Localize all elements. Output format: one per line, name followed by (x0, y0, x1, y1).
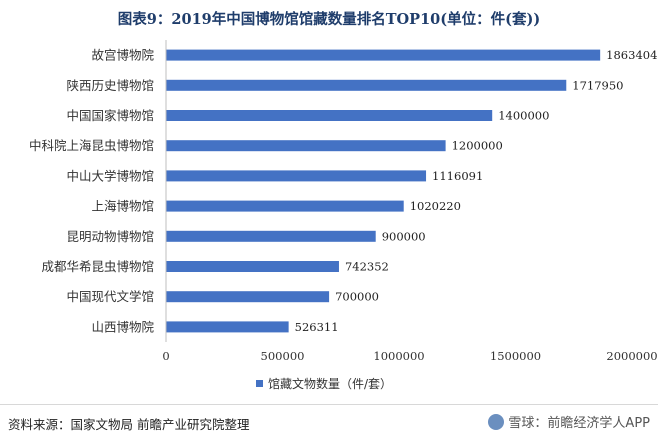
bars (166, 49, 601, 333)
category-label: 中国国家博物馆 (66, 108, 154, 123)
bar (166, 261, 339, 272)
category-label: 昆明动物博物馆 (66, 229, 154, 244)
watermark-text: 雪球：前瞻经济学人APP (508, 416, 650, 431)
value-label: 1863404 (606, 48, 657, 62)
value-label: 526311 (295, 320, 339, 334)
category-label: 故宫博物院 (91, 48, 154, 63)
legend-label: 馆藏文物数量（件/套） (268, 376, 392, 391)
x-tick-label: 1500000 (490, 349, 541, 363)
category-labels: 故宫博物院陕西历史博物馆中国国家博物馆中科院上海昆虫博物馆中山大学博物馆上海博物… (29, 48, 155, 335)
value-label: 742352 (345, 260, 389, 274)
value-label: 700000 (335, 290, 379, 304)
bar (166, 170, 427, 182)
value-label: 1116091 (432, 169, 483, 183)
legend: 馆藏文物数量（件/套） (256, 376, 392, 391)
snowball-logo-icon (488, 413, 505, 430)
category-label: 山西博物院 (91, 319, 154, 334)
footer-divider (0, 404, 658, 405)
bar (166, 291, 330, 303)
category-label: 中国现代文学馆 (66, 289, 154, 304)
value-label: 900000 (382, 229, 426, 243)
bar (166, 230, 376, 242)
bar (166, 110, 493, 121)
category-label: 成都华希昆虫博物馆 (41, 259, 154, 274)
value-label: 1400000 (498, 109, 549, 123)
value-label: 1020220 (410, 199, 461, 213)
bar (166, 49, 601, 61)
value-label: 1717950 (572, 78, 623, 92)
legend-swatch (256, 380, 263, 387)
bar (166, 321, 289, 333)
x-tick-label: 1000000 (373, 349, 424, 363)
value-label: 1200000 (452, 139, 503, 153)
x-axis-ticks: 0 500000 1000000 1500000 2000000 (162, 349, 657, 363)
bar (166, 79, 567, 91)
x-tick-label: 500000 (261, 349, 305, 363)
value-labels: 1863404 1717950 1400000 1200000 1116091 10202… (295, 48, 658, 334)
bar (166, 140, 446, 152)
source-note: 资料来源：国家文物局 前瞻产业研究院整理 (8, 417, 250, 432)
chart-title: 图表9：2019年中国博物馆馆藏数量排名TOP10(单位：件(套)) (117, 11, 541, 28)
bar (166, 200, 404, 212)
bar-chart: 故宫博物院陕西历史博物馆中国国家博物馆中科院上海昆虫博物馆中山大学博物馆上海博物… (29, 40, 658, 391)
category-label: 陕西历史博物馆 (66, 78, 154, 93)
x-tick-label: 0 (162, 349, 169, 363)
watermark: 雪球：前瞻经济学人APP (488, 412, 650, 431)
category-label: 中山大学博物馆 (66, 168, 154, 183)
x-tick-label: 2000000 (606, 349, 657, 363)
category-label: 中科院上海昆虫博物馆 (29, 138, 154, 153)
category-label: 上海博物馆 (91, 199, 154, 214)
